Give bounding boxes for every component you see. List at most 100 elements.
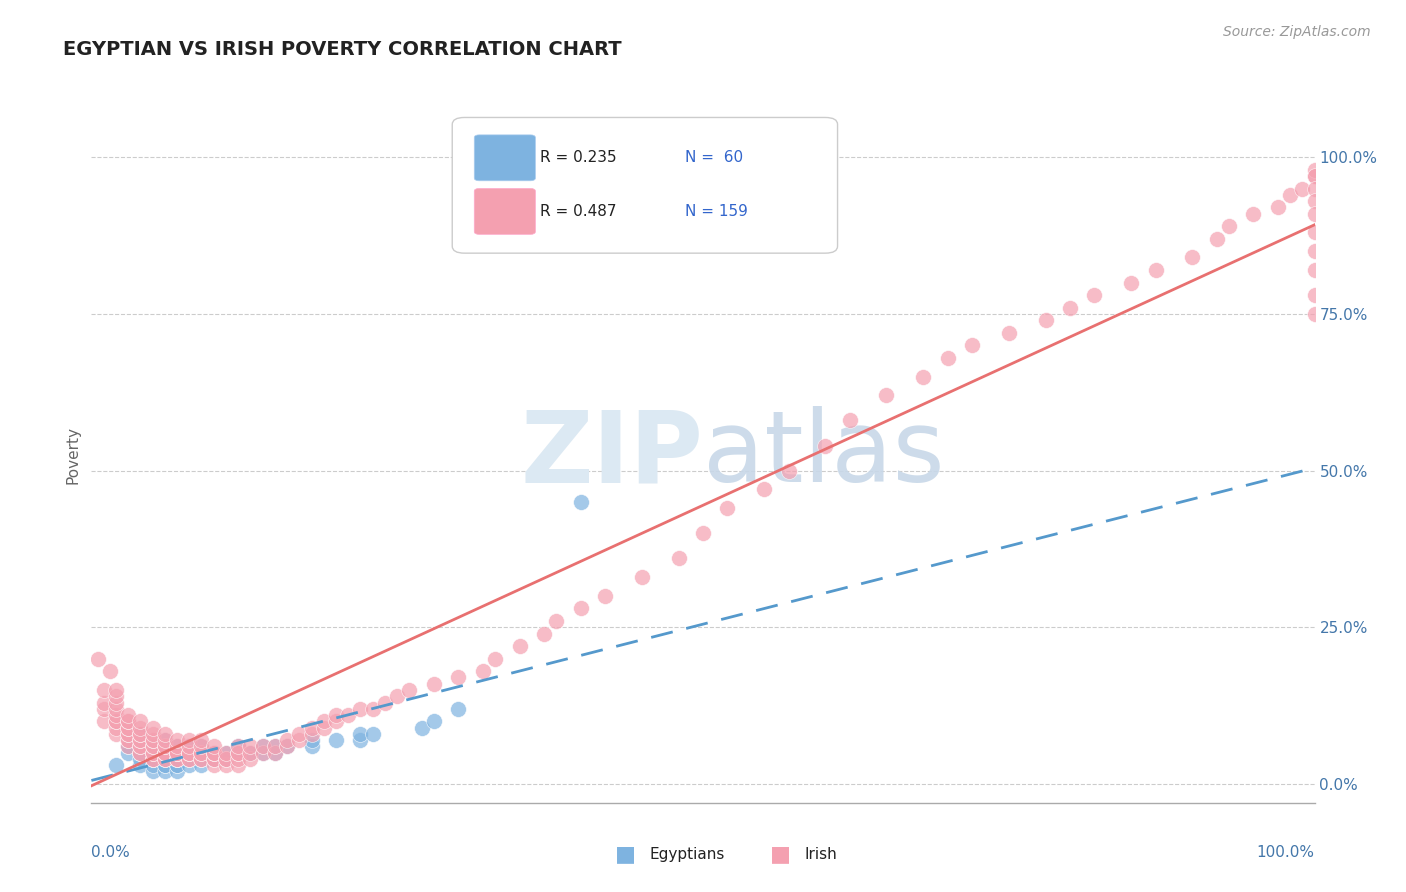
Point: [1303, 206, 1326, 220]
Point: [104, 714, 127, 729]
Point: [153, 764, 176, 779]
Point: [423, 676, 446, 690]
Point: [117, 727, 139, 741]
Point: [104, 721, 127, 735]
Point: [301, 721, 323, 735]
Point: [202, 752, 225, 766]
Point: [141, 739, 163, 754]
Point: [129, 739, 152, 754]
Text: Irish: Irish: [804, 847, 837, 862]
Point: [117, 714, 139, 729]
Point: [141, 746, 163, 760]
Text: ■: ■: [770, 845, 790, 864]
Point: [104, 727, 127, 741]
Point: [1303, 226, 1326, 240]
Point: [141, 758, 163, 772]
Point: [301, 727, 323, 741]
Point: [1303, 244, 1326, 259]
Y-axis label: Poverty: Poverty: [65, 425, 80, 484]
Point: [202, 746, 225, 760]
Point: [668, 551, 690, 566]
Point: [202, 746, 225, 760]
Point: [129, 714, 152, 729]
Point: [179, 739, 201, 754]
Point: [288, 727, 311, 741]
Point: [239, 739, 262, 754]
Point: [153, 739, 176, 754]
Point: [179, 758, 201, 772]
Point: [141, 727, 163, 741]
Point: [264, 746, 287, 760]
Point: [93, 696, 115, 710]
Point: [129, 739, 152, 754]
Text: Egyptians: Egyptians: [650, 847, 725, 862]
Point: [141, 733, 163, 747]
Point: [1083, 288, 1105, 302]
Point: [337, 708, 360, 723]
Point: [1303, 263, 1326, 277]
Point: [1035, 313, 1057, 327]
Point: [166, 752, 188, 766]
Point: [190, 746, 212, 760]
Point: [1291, 181, 1313, 195]
Point: [153, 746, 176, 760]
Point: [226, 739, 249, 754]
Point: [153, 752, 176, 766]
Point: [166, 746, 188, 760]
Point: [153, 752, 176, 766]
Point: [215, 746, 238, 760]
Point: [692, 526, 714, 541]
Point: [166, 764, 188, 779]
Point: [190, 752, 212, 766]
Text: R = 0.235: R = 0.235: [540, 151, 617, 165]
Point: [179, 746, 201, 760]
Point: [153, 752, 176, 766]
Point: [141, 746, 163, 760]
Point: [166, 746, 188, 760]
Point: [264, 739, 287, 754]
Point: [361, 727, 384, 741]
Point: [936, 351, 959, 365]
Point: [93, 702, 115, 716]
Point: [153, 733, 176, 747]
Point: [179, 752, 201, 766]
Point: [264, 746, 287, 760]
Point: [141, 746, 163, 760]
Point: [117, 746, 139, 760]
Point: [153, 739, 176, 754]
Point: [385, 690, 409, 704]
Point: [471, 664, 494, 678]
Point: [1218, 219, 1240, 234]
Point: [349, 702, 371, 716]
Point: [104, 758, 127, 772]
Point: [349, 733, 371, 747]
Point: [1303, 181, 1326, 195]
Point: [1303, 169, 1326, 183]
Point: [215, 752, 238, 766]
Point: [190, 752, 212, 766]
Point: [117, 714, 139, 729]
Point: [179, 733, 201, 747]
Point: [166, 746, 188, 760]
Point: [716, 501, 738, 516]
Point: [533, 626, 555, 640]
Point: [153, 739, 176, 754]
Point: [153, 727, 176, 741]
Point: [239, 746, 262, 760]
Point: [104, 683, 127, 698]
Point: [129, 721, 152, 735]
Point: [141, 764, 163, 779]
Point: [129, 727, 152, 741]
Point: [960, 338, 983, 352]
Point: [190, 758, 212, 772]
Point: [202, 739, 225, 754]
Point: [484, 651, 506, 665]
Point: [312, 714, 335, 729]
Point: [153, 758, 176, 772]
Point: [104, 714, 127, 729]
Point: [202, 752, 225, 766]
Point: [1303, 169, 1326, 183]
Point: [252, 746, 274, 760]
Point: [179, 746, 201, 760]
Point: [179, 746, 201, 760]
